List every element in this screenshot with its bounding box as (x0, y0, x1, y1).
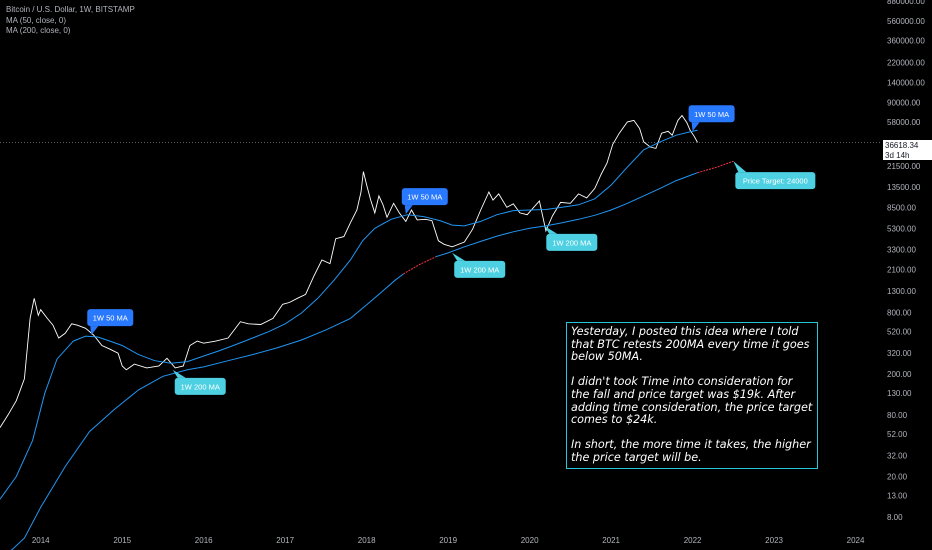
y-tick-label: 2100.00 (887, 266, 916, 275)
callout-pointer (691, 122, 700, 132)
note-paragraph-2: I didn't took Time into consideration fo… (571, 375, 813, 427)
legend-title: Bitcoin / U.S. Dollar, 1W, BITSTAMP (6, 5, 135, 14)
series-projection (697, 160, 734, 174)
note-paragraph-1: Yesterday, I posted this idea where I to… (571, 325, 810, 364)
y-tick-label: 8500.00 (887, 203, 916, 212)
y-tick-label: 130.00 (887, 389, 912, 398)
y-tick-label: 560000.00 (887, 17, 925, 26)
callout-label: 1W 200 MA (552, 238, 591, 247)
callout-label: 1W 50 MA (407, 193, 442, 202)
y-tick-label: 360000.00 (887, 37, 925, 46)
y-tick-label: 80.00 (887, 411, 908, 420)
callout-pointer (172, 369, 186, 378)
callout: 1W 50 MA (401, 188, 448, 215)
y-tick-label: 8.00 (887, 513, 903, 522)
y-tick-label: 200.00 (887, 370, 912, 379)
y-tick-label: 1300.00 (887, 287, 916, 296)
y-tick-label: 3300.00 (887, 245, 916, 254)
callout: 1W 50 MA (87, 309, 134, 336)
callout-pointer (733, 161, 747, 173)
y-tick-label: 520.00 (887, 328, 912, 337)
callout: Price Target: 24000 (733, 161, 816, 190)
callout: 1W 200 MA (172, 369, 226, 395)
callout-pointer (452, 252, 466, 261)
callout-label: 1W 50 MA (93, 314, 128, 323)
callout-label: 1W 200 MA (460, 265, 499, 274)
chart-legend: Bitcoin / U.S. Dollar, 1W, BITSTAMP MA (… (6, 5, 135, 37)
callout-box (546, 233, 598, 251)
x-tick-label: 2016 (195, 536, 213, 545)
y-tick-label: 58000.00 (887, 118, 921, 127)
series-ma200 (10, 273, 404, 550)
y-tick-label: 220000.00 (887, 59, 925, 68)
callout-box (688, 105, 735, 123)
callout-pointer (404, 205, 413, 215)
callout-box (735, 172, 816, 190)
note-box: Yesterday, I posted this idea where I to… (566, 322, 818, 469)
x-tick-label: 2014 (32, 536, 50, 545)
y-tick-label: 20.00 (887, 472, 908, 481)
callout: 1W 200 MA (544, 225, 598, 251)
note-paragraph-3: In short, the more time it takes, the hi… (571, 438, 811, 464)
y-tick-label: 13.00 (887, 492, 908, 501)
y-tick-label: 52.00 (887, 430, 908, 439)
callout-pointer (544, 225, 558, 234)
x-tick-label: 2017 (276, 536, 294, 545)
callout-label: 1W 50 MA (694, 110, 729, 119)
current-price-tag: 36618.34 3d 14h (883, 140, 932, 160)
legend-ma200: MA (200, close, 0) (6, 26, 71, 35)
y-tick-label: 90000.00 (887, 98, 921, 107)
y-tick-label: 21500.00 (887, 162, 921, 171)
y-tick-label: 32.00 (887, 452, 908, 461)
x-tick-label: 2015 (113, 536, 131, 545)
y-tick-label: 800.00 (887, 308, 912, 317)
y-tick-label: 880000.00 (887, 0, 925, 6)
callout: 1W 200 MA (452, 252, 506, 278)
x-tick-label: 2018 (358, 536, 376, 545)
y-tick-label: 320.00 (887, 349, 912, 358)
legend-ma50: MA (50, close, 0) (6, 15, 67, 25)
x-tick-label: 2022 (684, 536, 702, 545)
series-ma200_dim (403, 256, 437, 275)
series-ma200_b (435, 172, 698, 258)
x-tick-label: 2019 (439, 536, 457, 545)
callout-box (87, 309, 134, 327)
callout-box (401, 188, 448, 206)
callout-box (454, 260, 506, 278)
x-tick-label: 2021 (602, 536, 620, 545)
series-ma50 (0, 129, 698, 500)
current-price-value: 36618.34 (885, 141, 919, 150)
callout-pointer (90, 326, 99, 336)
y-tick-label: 13500.00 (887, 183, 921, 192)
callout-box (174, 377, 226, 395)
callout-label: Price Target: 24000 (743, 177, 808, 186)
series-price (0, 114, 698, 428)
x-tick-label: 2023 (765, 536, 783, 545)
callout: 1W 50 MA (688, 105, 735, 132)
y-tick-label: 140000.00 (887, 79, 925, 88)
y-tick-label: 5300.00 (887, 224, 916, 233)
x-tick-label: 2020 (521, 536, 539, 545)
callout-label: 1W 200 MA (181, 382, 220, 391)
x-tick-label: 2024 (847, 536, 865, 545)
current-price-countdown: 3d 14h (885, 150, 910, 160)
